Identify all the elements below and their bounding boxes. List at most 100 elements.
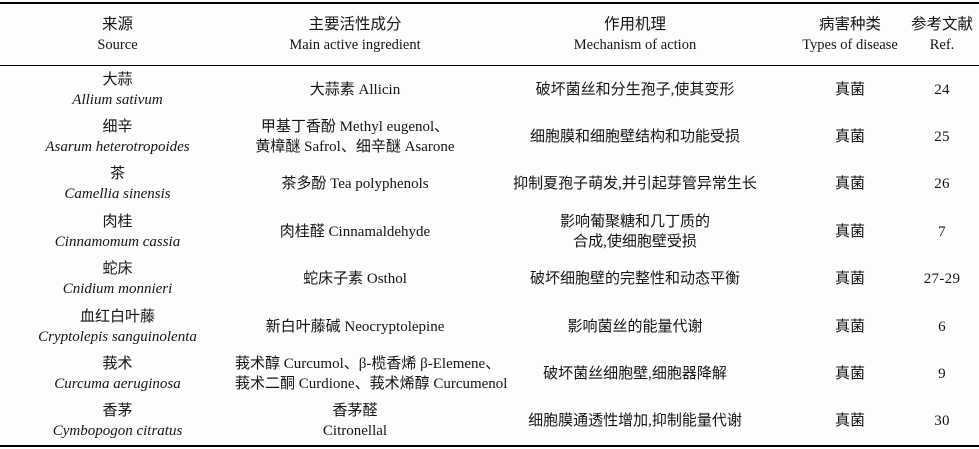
header-ingredient: 主要活性成分 Main active ingredient (235, 15, 475, 55)
disease-cell: 真菌 (834, 413, 865, 430)
ingredient-cell: 蛇床子素 Osthol (235, 269, 475, 289)
ingredient-cell: 香茅醛 Citronellal (235, 401, 475, 441)
source-cell: 细辛 Asarum heterotropoides (0, 117, 235, 157)
ingredient-cell: 甲基丁香酚 Methyl eugenol、 黄樟醚 Safrol、细辛醚 Asar… (235, 117, 475, 157)
ingredient-cell: 茶多酚 Tea polyphenols (235, 174, 475, 194)
header-ingredient-zh: 主要活性成分 (308, 15, 402, 33)
ingredient-line: 蛇床子素 Osthol (303, 271, 407, 288)
header-source-zh: 来源 (101, 15, 133, 33)
ref-cell: 9 (938, 365, 946, 382)
mechanism-line: 细胞膜和细胞壁结构和功能受损 (529, 129, 740, 146)
source-latin: Cymbopogon citratus (52, 423, 183, 440)
header-mechanism-en: Mechanism of action (573, 36, 697, 53)
disease-cell: 真菌 (834, 271, 865, 288)
source-latin: Allium sativum (72, 91, 163, 108)
source-cell: 肉桂 Cinnamomum cassia (0, 212, 235, 252)
source-latin: Cinnamomum cassia (54, 233, 181, 250)
table-row: 莪术 Curcuma aeruginosa 莪术醇 Curcumol、β-榄香烯… (0, 350, 979, 397)
header-mechanism-zh: 作用机理 (603, 15, 666, 33)
ingredient-line: 茶多酚 Tea polyphenols (281, 176, 429, 193)
ref-cell: 27-29 (923, 271, 961, 288)
source-latin: Cnidium monnieri (62, 281, 173, 298)
source-zh: 肉桂 (102, 213, 133, 230)
header-disease: 病害种类 Types of disease (795, 15, 905, 55)
table-row: 大蒜 Allium sativum 大蒜素 Allicin 破坏菌丝和分生孢子,… (0, 66, 979, 113)
ref-cell: 6 (938, 318, 946, 335)
table-body: 大蒜 Allium sativum 大蒜素 Allicin 破坏菌丝和分生孢子,… (0, 66, 979, 445)
ingredient-line: 甲基丁香酚 Methyl eugenol、 (260, 119, 450, 136)
ingredient-line: 新白叶藤碱 Neocryptolepine (265, 318, 445, 335)
ingredient-line: Citronellal (322, 423, 388, 440)
ingredient-line: 肉桂醛 Cinnamaldehyde (279, 223, 431, 240)
mechanism-line: 抑制夏孢子萌发,并引起芽管异常生长 (513, 176, 757, 193)
source-cell: 香茅 Cymbopogon citratus (0, 401, 235, 441)
mechanism-cell: 破坏细胞壁的完整性和动态平衡 (475, 269, 795, 289)
mechanism-cell: 影响葡聚糖和几丁质的 合成,使细胞壁受损 (475, 212, 795, 252)
mechanism-cell: 细胞膜通透性增加,抑制能量代谢 (475, 411, 795, 431)
ingredient-line: 香茅醛 (332, 403, 378, 420)
mechanism-line: 破坏细胞壁的完整性和动态平衡 (529, 271, 740, 288)
ingredient-line: 黄樟醚 Safrol、细辛醚 Asarone (255, 139, 455, 156)
source-cell: 茶 Camellia sinensis (0, 164, 235, 204)
source-latin: Asarum heterotropoides (45, 139, 190, 156)
source-cell: 血红白叶藤 Cryptolepis sanguinolenta (0, 307, 235, 347)
table-row: 细辛 Asarum heterotropoides 甲基丁香酚 Methyl e… (0, 113, 979, 160)
disease-cell: 真菌 (834, 223, 865, 240)
source-zh: 细辛 (102, 119, 133, 136)
ref-cell: 26 (934, 176, 950, 193)
source-cell: 蛇床 Cnidium monnieri (0, 259, 235, 299)
header-source: 来源 Source (0, 15, 235, 55)
ref-cell: 30 (934, 413, 950, 430)
ingredient-cell: 莪术醇 Curcumol、β-榄香烯 β-Elemene、 莪术二酮 Curdio… (235, 354, 508, 394)
source-zh: 蛇床 (102, 261, 133, 278)
source-latin: Cryptolepis sanguinolenta (38, 328, 197, 345)
header-ref: 参考文献 Ref. (905, 15, 979, 55)
source-latin: Curcuma aeruginosa (54, 375, 181, 392)
ref-cell: 25 (934, 129, 950, 146)
ref-cell: 24 (934, 81, 950, 98)
header-source-en: Source (97, 36, 138, 53)
disease-cell: 真菌 (834, 129, 865, 146)
source-zh: 茶 (109, 166, 125, 183)
mechanism-line: 影响葡聚糖和几丁质的 (559, 213, 710, 230)
table-row: 肉桂 Cinnamomum cassia 肉桂醛 Cinnamaldehyde … (0, 208, 979, 255)
disease-cell: 真菌 (834, 365, 865, 382)
header-ingredient-en: Main active ingredient (289, 36, 421, 53)
table-row: 血红白叶藤 Cryptolepis sanguinolenta 新白叶藤碱 Ne… (0, 303, 979, 350)
mechanism-line: 细胞膜通透性增加,抑制能量代谢 (528, 413, 742, 430)
ingredient-cell: 肉桂醛 Cinnamaldehyde (235, 222, 475, 242)
source-zh: 血红白叶藤 (79, 308, 155, 325)
mechanism-line: 破坏菌丝细胞壁,细胞器降解 (543, 365, 727, 382)
header-disease-en: Types of disease (802, 36, 898, 53)
header-mechanism: 作用机理 Mechanism of action (475, 15, 795, 55)
mechanism-line: 破坏菌丝和分生孢子,使其变形 (535, 81, 735, 98)
table-header-row: 来源 Source 主要活性成分 Main active ingredient … (0, 4, 979, 66)
ingredient-cell: 新白叶藤碱 Neocryptolepine (235, 317, 475, 337)
mechanism-cell: 细胞膜和细胞壁结构和功能受损 (475, 127, 795, 147)
table-row: 茶 Camellia sinensis 茶多酚 Tea polyphenols … (0, 161, 979, 208)
mechanism-cell: 抑制夏孢子萌发,并引起芽管异常生长 (475, 174, 795, 194)
mechanism-cell: 影响菌丝的能量代谢 (475, 317, 795, 337)
mechanism-line: 影响菌丝的能量代谢 (567, 318, 703, 335)
disease-cell: 真菌 (834, 81, 865, 98)
mechanism-line: 合成,使细胞壁受损 (573, 233, 697, 250)
mechanism-cell: 破坏菌丝和分生孢子,使其变形 (475, 80, 795, 100)
disease-cell: 真菌 (834, 318, 865, 335)
header-disease-zh: 病害种类 (818, 15, 881, 33)
source-zh: 莪术 (102, 355, 133, 372)
source-zh: 大蒜 (102, 71, 133, 88)
source-cell: 大蒜 Allium sativum (0, 70, 235, 110)
source-cell: 莪术 Curcuma aeruginosa (0, 354, 235, 394)
table-row: 香茅 Cymbopogon citratus 香茅醛 Citronellal 细胞… (0, 398, 979, 445)
ingredient-line: 莪术醇 Curcumol、β-榄香烯 β-Elemene、 (235, 355, 501, 372)
ingredient-cell: 大蒜素 Allicin (235, 80, 475, 100)
mechanism-cell: 破坏菌丝细胞壁,细胞器降解 (475, 364, 795, 384)
ref-cell: 7 (938, 223, 946, 240)
source-latin: Camellia sinensis (64, 186, 171, 203)
source-zh: 香茅 (102, 403, 133, 420)
ingredient-line: 莪术二酮 Curdione、莪术烯醇 Curcumenol (235, 375, 508, 392)
table-row: 蛇床 Cnidium monnieri 蛇床子素 Osthol 破坏细胞壁的完整… (0, 256, 979, 303)
header-ref-en: Ref. (929, 36, 955, 53)
ingredient-line: 大蒜素 Allicin (309, 81, 401, 98)
